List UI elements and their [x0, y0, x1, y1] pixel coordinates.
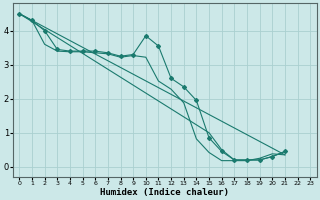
X-axis label: Humidex (Indice chaleur): Humidex (Indice chaleur) — [100, 188, 229, 197]
